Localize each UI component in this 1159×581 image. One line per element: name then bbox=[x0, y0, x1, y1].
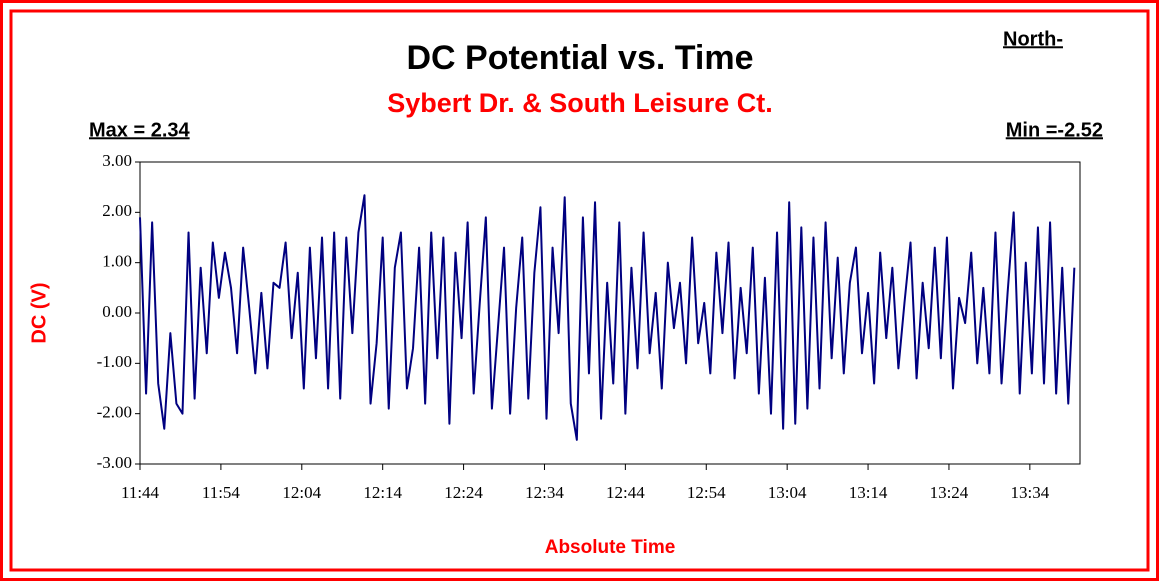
corner-annotation: North- bbox=[1003, 28, 1063, 50]
y-tick-label: 2.00 bbox=[102, 201, 132, 220]
y-tick-label: -3.00 bbox=[97, 453, 132, 472]
x-tick-label: 11:44 bbox=[121, 483, 160, 502]
y-tick-label: 1.00 bbox=[102, 252, 132, 271]
data-line bbox=[139, 194, 1076, 441]
x-tick-label: 13:04 bbox=[768, 483, 807, 502]
max-annotation: Max = 2.34 bbox=[89, 119, 191, 141]
x-tick-label: 13:34 bbox=[1010, 483, 1049, 502]
y-tick-label: -1.00 bbox=[97, 352, 132, 371]
x-tick-label: 13:14 bbox=[849, 483, 888, 502]
chart-title: DC Potential vs. Time bbox=[406, 39, 753, 77]
x-tick-label: 12:34 bbox=[525, 483, 564, 502]
x-tick-label: 11:54 bbox=[202, 483, 241, 502]
x-tick-label: 12:54 bbox=[687, 483, 726, 502]
chart-subtitle: Sybert Dr. & South Leisure Ct. bbox=[387, 88, 773, 118]
inner-border bbox=[9, 9, 1150, 572]
x-axis-label: Absolute Time bbox=[545, 537, 676, 558]
x-tick-label: 13:24 bbox=[930, 483, 969, 502]
y-tick-label: 3.00 bbox=[102, 151, 132, 170]
y-tick-label: 0.00 bbox=[102, 302, 132, 321]
x-tick-label: 12:04 bbox=[282, 483, 321, 502]
x-tick-label: 12:14 bbox=[363, 483, 402, 502]
min-annotation: Min =-2.52 bbox=[1006, 119, 1103, 141]
y-tick-label: -2.00 bbox=[97, 403, 132, 422]
x-tick-label: 12:24 bbox=[444, 483, 483, 502]
y-axis-label: DC (V) bbox=[28, 282, 50, 343]
x-tick-label: 12:44 bbox=[606, 483, 645, 502]
